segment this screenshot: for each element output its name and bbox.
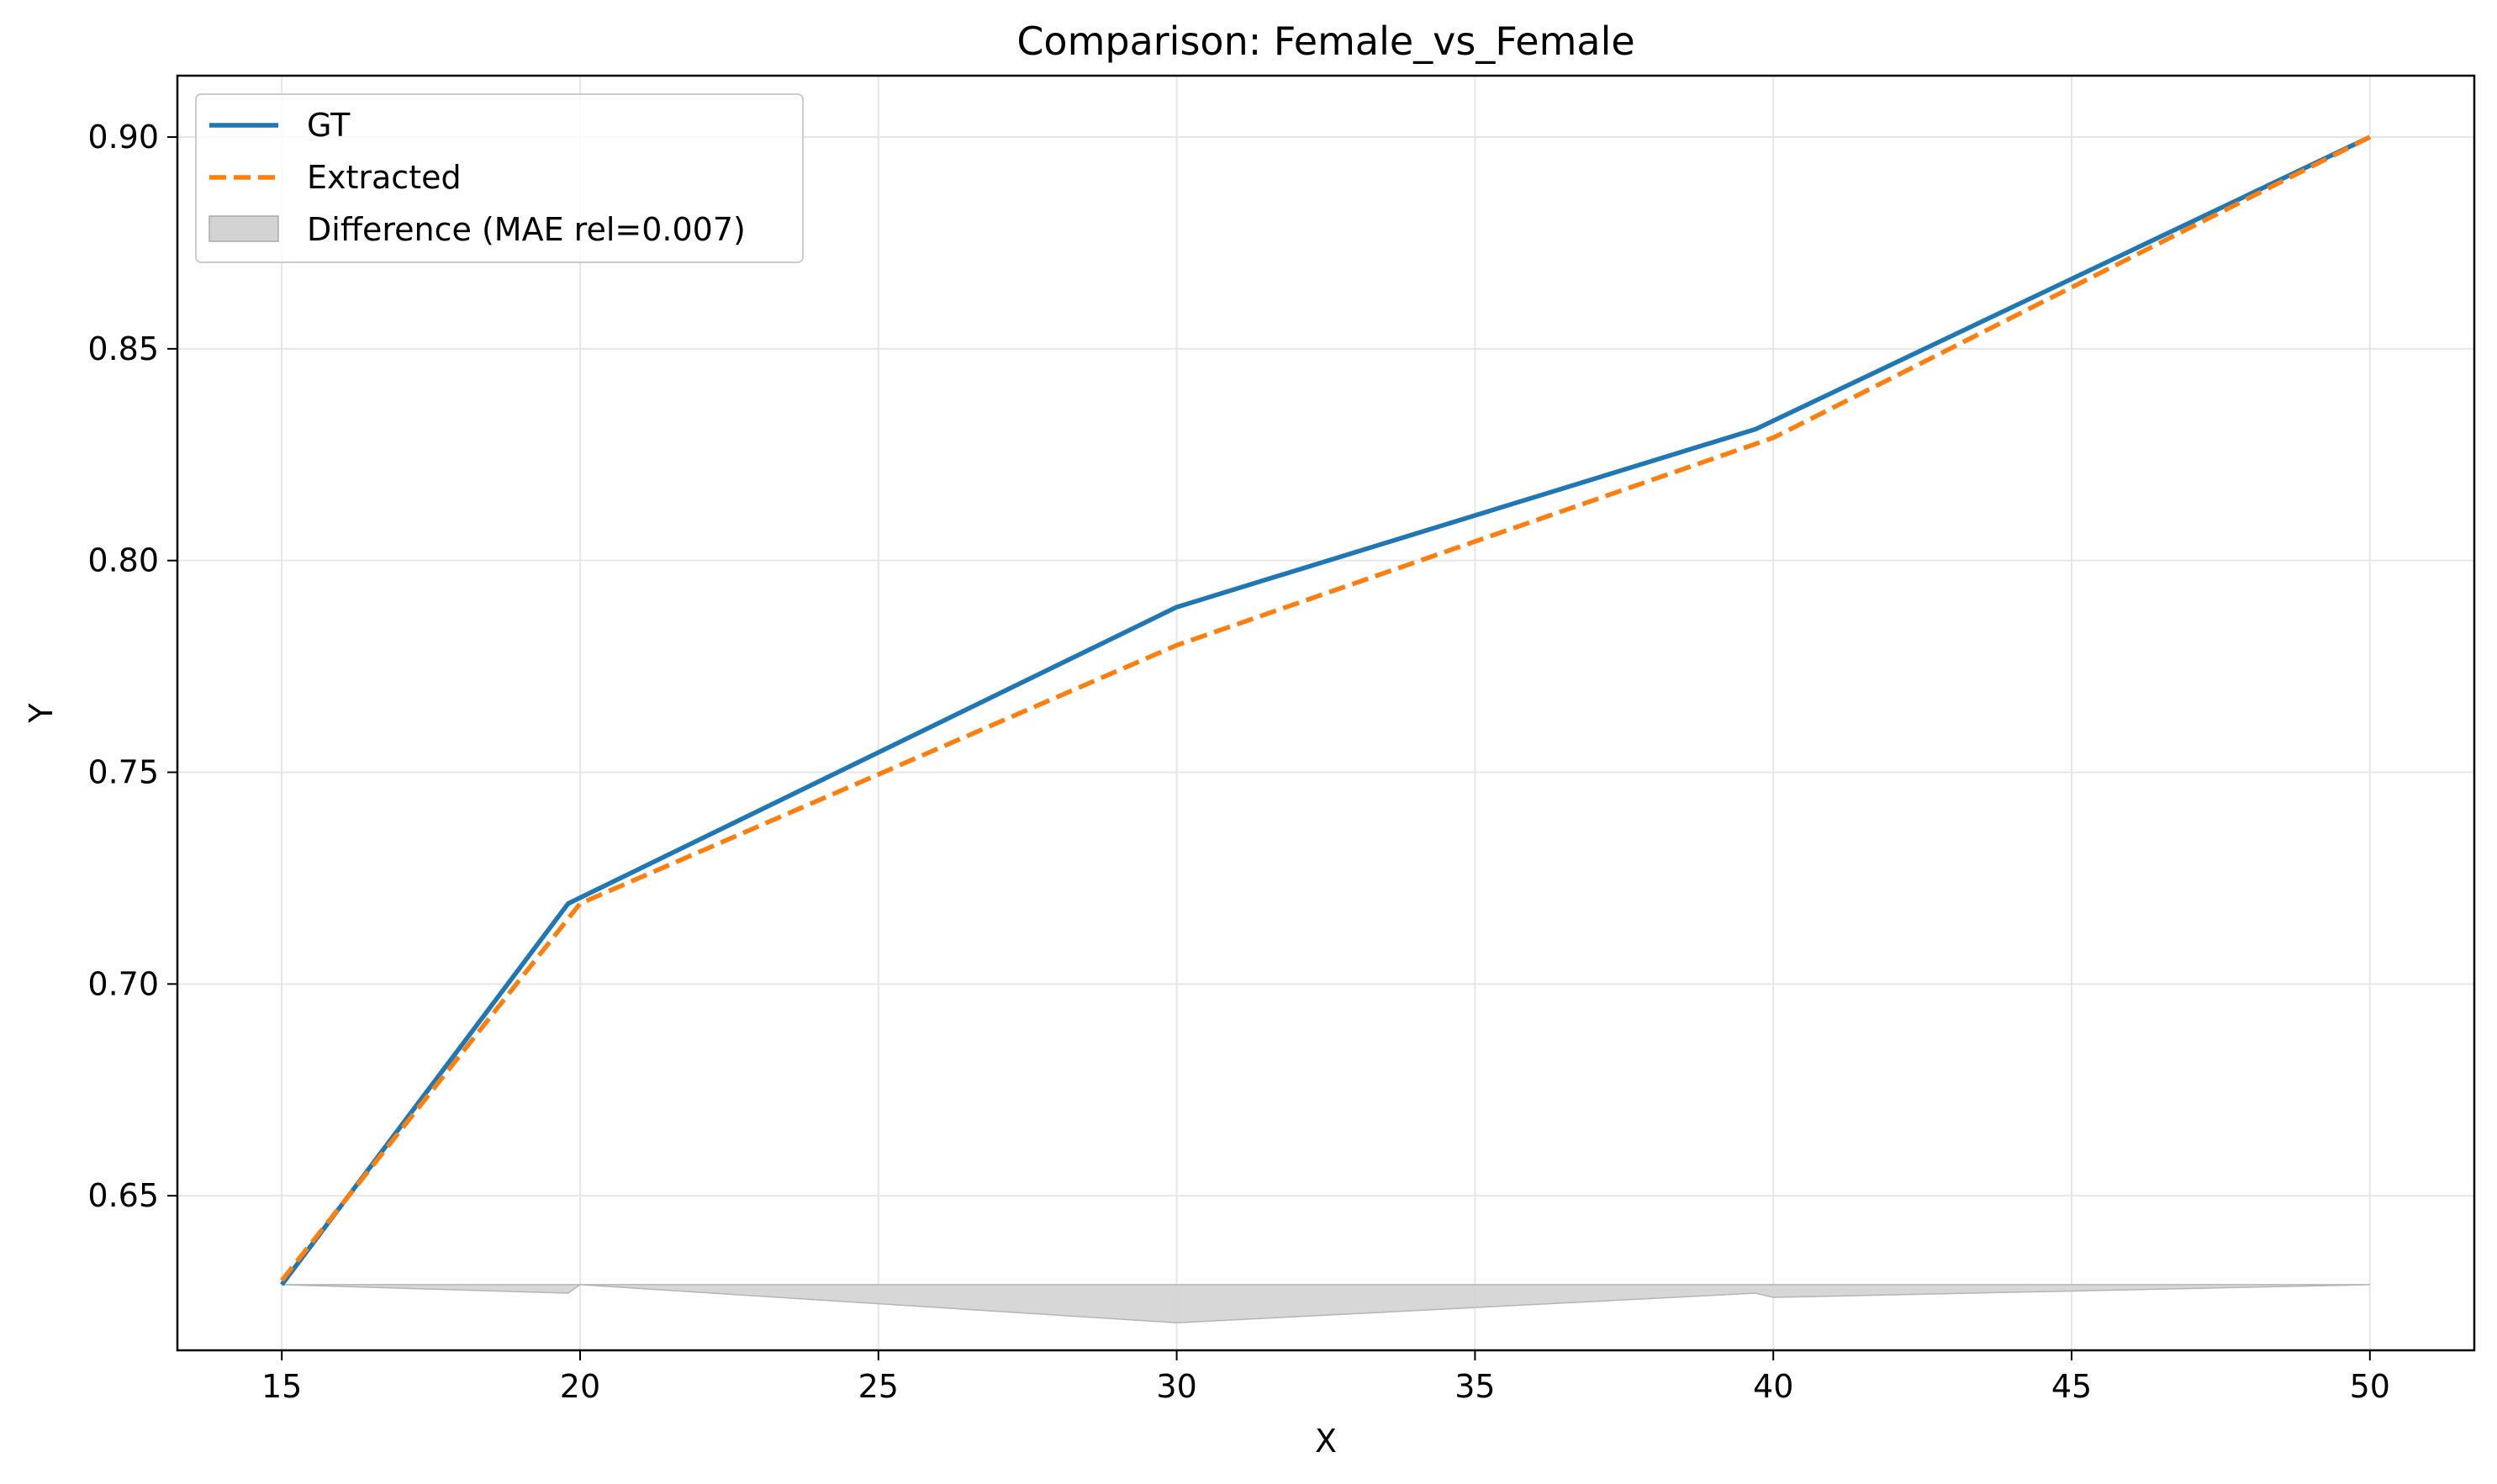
y-tick-label: 0.75 <box>87 754 159 791</box>
legend-difference-label: Difference (MAE rel=0.007) <box>307 211 746 248</box>
y-axis-label: Y <box>23 703 60 724</box>
y-tick-label: 0.70 <box>87 965 159 1002</box>
plot-frame <box>176 74 2476 1352</box>
axis-ticks: 15 20 25 30 35 40 45 50 0.65 0.70 0.75 0.80 0.85 0.90 <box>87 119 2390 1405</box>
series-layer <box>279 135 2372 1286</box>
legend-gt-label: GT <box>307 107 351 144</box>
legend: GT Extracted Difference (MAE rel=0.007) <box>195 93 804 263</box>
x-tick-label: 35 <box>1454 1368 1495 1405</box>
x-tick-label: 15 <box>261 1368 302 1405</box>
y-tick-label: 0.80 <box>87 542 159 579</box>
x-axis-label: X <box>1315 1423 1337 1460</box>
x-tick-label: 25 <box>858 1368 899 1405</box>
gt-series-line <box>279 135 2371 1286</box>
y-tick-label: 0.85 <box>87 330 159 367</box>
y-tick-label: 0.90 <box>87 119 159 156</box>
legend-box <box>195 93 804 263</box>
y-tick-label: 0.65 <box>87 1177 159 1214</box>
grid <box>177 76 2474 1350</box>
extracted-series-line <box>280 135 2372 1282</box>
legend-difference-swatch <box>209 215 279 242</box>
x-tick-label: 30 <box>1156 1368 1196 1405</box>
x-tick-label: 20 <box>560 1368 600 1405</box>
chart-title: Comparison: Female_vs_Female <box>1016 18 1634 64</box>
x-tick-label: 50 <box>2350 1368 2390 1405</box>
x-tick-label: 40 <box>1753 1368 1793 1405</box>
legend-extracted-label: Extracted <box>307 159 462 196</box>
x-tick-label: 45 <box>2051 1368 2092 1405</box>
